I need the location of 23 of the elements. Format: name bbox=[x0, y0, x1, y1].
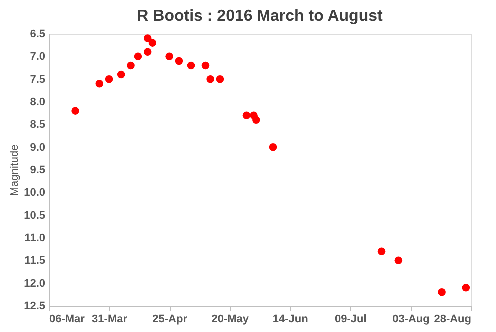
y-tick-label: 9.5 bbox=[30, 164, 46, 176]
y-tick-label: 7.5 bbox=[30, 74, 46, 86]
y-tick-label: 11.5 bbox=[24, 255, 46, 268]
y-axis-title: Magnitude bbox=[9, 144, 22, 196]
y-tick-label: 6.5 bbox=[30, 28, 46, 40]
y-tick-label: 10.5 bbox=[24, 210, 46, 222]
x-tick-label: 25-Apr bbox=[152, 314, 188, 326]
x-tick-label: 09-Jul bbox=[335, 314, 367, 326]
y-tick-label: 9.0 bbox=[30, 142, 46, 154]
x-tick-label: 20-May bbox=[212, 314, 250, 326]
x-tick-label: 06-Mar bbox=[50, 314, 86, 326]
x-tick-label: 03-Aug bbox=[392, 314, 430, 326]
y-tick-label: 12.5 bbox=[24, 300, 46, 312]
y-tick-label: 12.0 bbox=[24, 278, 46, 290]
y-tick-label: 8.0 bbox=[30, 96, 46, 108]
y-tick-label: 11.0 bbox=[24, 232, 46, 244]
x-tick-label: 14-Jun bbox=[272, 314, 309, 326]
y-tick-label: 10.0 bbox=[24, 187, 46, 200]
y-tick-label: 8.5 bbox=[30, 119, 46, 132]
y-tick-label: 7.0 bbox=[30, 51, 46, 64]
x-tick-label: 28-Aug bbox=[434, 314, 472, 326]
chart-title: R Bootis : 2016 March to August bbox=[137, 8, 384, 25]
x-tick-label: 31-Mar bbox=[92, 314, 128, 326]
